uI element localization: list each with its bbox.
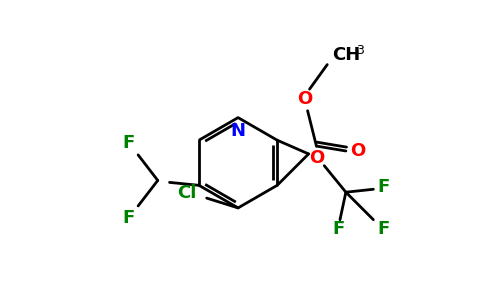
Text: F: F bbox=[122, 209, 135, 227]
Text: F: F bbox=[377, 178, 389, 196]
Text: F: F bbox=[122, 134, 135, 152]
Text: CH: CH bbox=[332, 46, 361, 64]
Text: F: F bbox=[377, 220, 389, 238]
Text: O: O bbox=[297, 90, 312, 108]
Text: O: O bbox=[309, 149, 324, 167]
Text: Cl: Cl bbox=[177, 184, 197, 202]
Text: 3: 3 bbox=[356, 44, 363, 57]
Text: O: O bbox=[350, 142, 365, 160]
Text: N: N bbox=[230, 122, 245, 140]
Text: F: F bbox=[332, 220, 344, 238]
